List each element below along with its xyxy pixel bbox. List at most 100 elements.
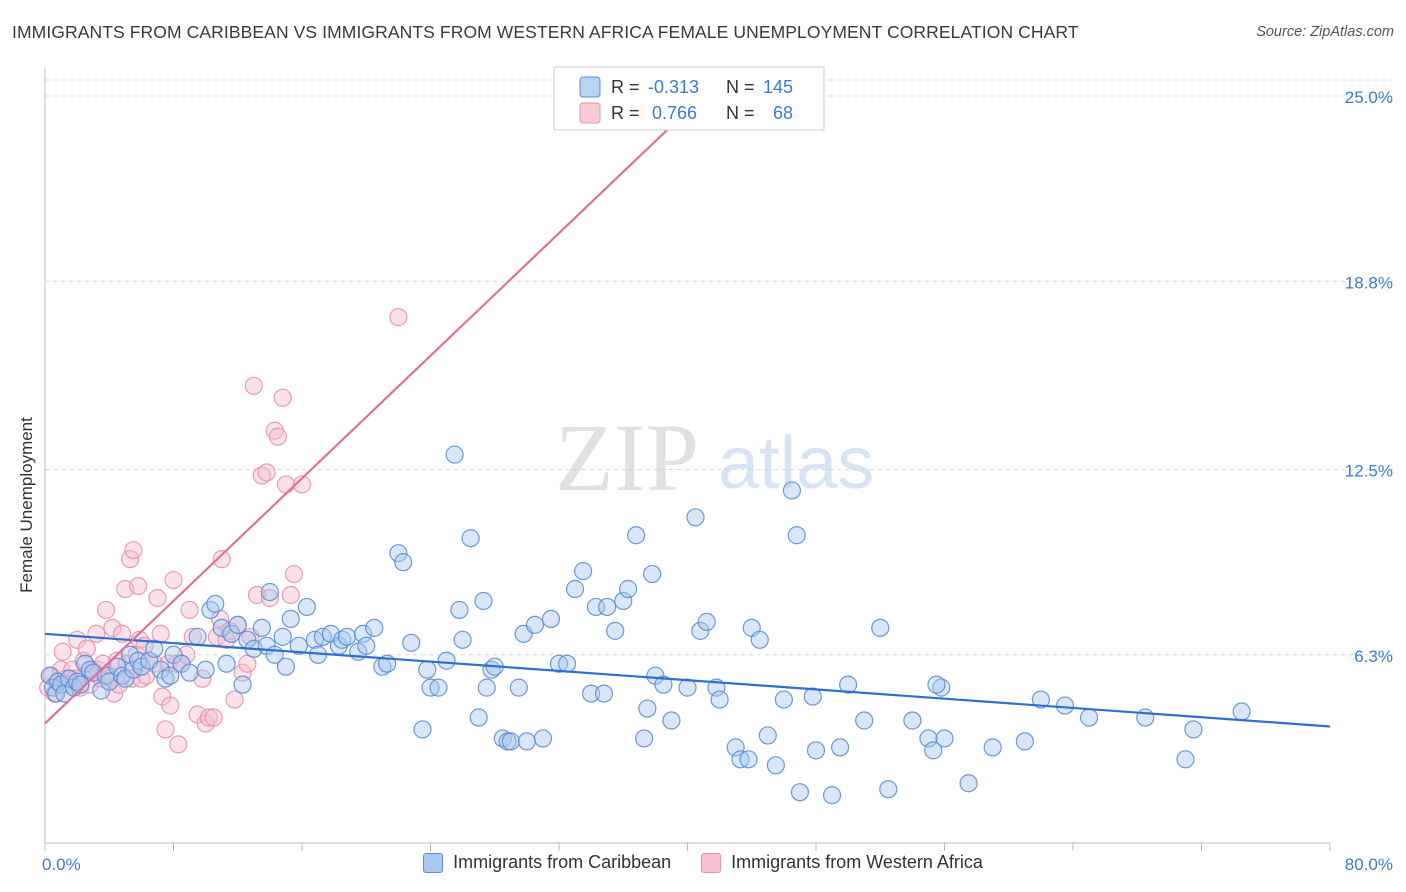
legend-top-pink-n-value: 68 [773, 103, 793, 123]
point-caribbean [509, 678, 528, 697]
point-caribbean [289, 636, 308, 655]
y-tick-label: 18.8% [1345, 273, 1393, 292]
point-caribbean [594, 684, 614, 703]
point-western-africa [124, 541, 143, 560]
point-caribbean [281, 609, 300, 629]
point-caribbean [1184, 720, 1203, 739]
point-caribbean [402, 633, 421, 652]
point-caribbean [932, 678, 951, 697]
point-caribbean [206, 594, 225, 614]
point-caribbean [782, 481, 802, 500]
legend-swatch-western-africa [701, 852, 722, 873]
point-caribbean [297, 597, 316, 617]
legend-top: R = -0.313 N = 145 R = 0.766 N = 68 [553, 66, 825, 131]
point-caribbean [919, 729, 938, 748]
point-western-africa [169, 735, 188, 754]
point-caribbean [233, 675, 252, 694]
blue-points [40, 445, 1251, 805]
point-caribbean [80, 660, 100, 679]
axes [44, 68, 1331, 851]
point-caribbean [626, 526, 646, 545]
point-caribbean [196, 660, 215, 679]
x-tick-label-max: 80.0% [1345, 855, 1393, 874]
point-caribbean [697, 612, 716, 631]
legend-swatch-caribbean [423, 852, 444, 873]
point-caribbean [638, 699, 657, 718]
point-western-africa [225, 690, 244, 709]
point-caribbean [726, 738, 745, 757]
legend-top-blue-n-label: N = [726, 77, 755, 97]
source-credit: Source: ZipAtlas.com [1256, 24, 1394, 40]
point-western-africa [148, 588, 167, 608]
point-western-africa [87, 624, 106, 643]
trend-line-caribbean [44, 632, 1331, 728]
legend-item-western-africa[interactable]: Immigrants from Western Africa [701, 852, 983, 873]
point-caribbean [927, 675, 946, 694]
legend-bottom: Immigrants from Caribbean Immigrants fro… [0, 852, 1406, 873]
point-caribbean [273, 627, 292, 646]
point-caribbean [445, 445, 464, 464]
point-caribbean [1055, 696, 1075, 715]
legend-top-blue-r-value: -0.313 [648, 77, 699, 97]
point-caribbean [71, 675, 90, 694]
legend-label-western-africa: Immigrants from Western Africa [731, 852, 983, 872]
point-western-africa [276, 475, 296, 494]
point-caribbean [389, 544, 408, 563]
point-western-africa [161, 696, 180, 715]
point-caribbean [394, 553, 413, 572]
point-caribbean [959, 774, 978, 793]
point-caribbean [365, 618, 384, 637]
point-caribbean [573, 561, 593, 581]
point-caribbean [606, 621, 625, 640]
point-caribbean [525, 615, 545, 634]
point-caribbean [839, 675, 858, 694]
point-caribbean [582, 684, 601, 703]
point-caribbean [750, 630, 769, 649]
legend-item-caribbean[interactable]: Immigrants from Caribbean [423, 852, 671, 873]
trend-line-western-africa [44, 125, 673, 725]
point-caribbean [739, 750, 758, 769]
point-caribbean [643, 564, 662, 584]
point-western-africa [103, 618, 122, 637]
point-caribbean [691, 621, 710, 640]
legend-top-blue-swatch [579, 76, 601, 98]
point-caribbean [565, 579, 585, 599]
point-western-africa [252, 466, 271, 485]
point-caribbean [541, 609, 561, 629]
point-caribbean [112, 666, 132, 685]
point-caribbean [879, 780, 898, 799]
point-caribbean [533, 729, 553, 748]
point-caribbean [188, 627, 207, 646]
point-caribbean [822, 786, 842, 805]
point-caribbean [1136, 708, 1155, 727]
point-caribbean [614, 591, 633, 611]
point-western-africa [260, 588, 279, 608]
point-caribbean [1176, 750, 1195, 769]
point-caribbean [469, 708, 488, 727]
point-caribbean [871, 618, 890, 637]
point-caribbean [983, 738, 1002, 757]
point-caribbean [450, 600, 469, 620]
legend-top-pink-r-label: R = [611, 103, 640, 123]
point-caribbean [217, 654, 236, 673]
y-tick-label: 12.5% [1345, 462, 1393, 481]
point-western-africa [204, 708, 223, 727]
point-western-africa [273, 388, 292, 407]
point-caribbean [429, 678, 448, 697]
point-caribbean [461, 529, 480, 548]
point-western-africa [284, 564, 304, 584]
point-caribbean [156, 669, 175, 688]
point-caribbean [1232, 702, 1251, 721]
point-caribbean [501, 732, 520, 751]
x-tick-label-min: 0.0% [42, 855, 81, 874]
point-caribbean [474, 591, 493, 611]
point-western-africa [53, 642, 72, 661]
point-caribbean [477, 678, 496, 697]
trend-lines [44, 125, 1331, 728]
point-caribbean [68, 672, 87, 691]
watermark-zip: ZIP [555, 404, 699, 511]
y-tick-label: 25.0% [1345, 88, 1393, 107]
point-western-africa [180, 600, 199, 620]
point-caribbean [180, 663, 199, 682]
point-caribbean [201, 600, 220, 620]
